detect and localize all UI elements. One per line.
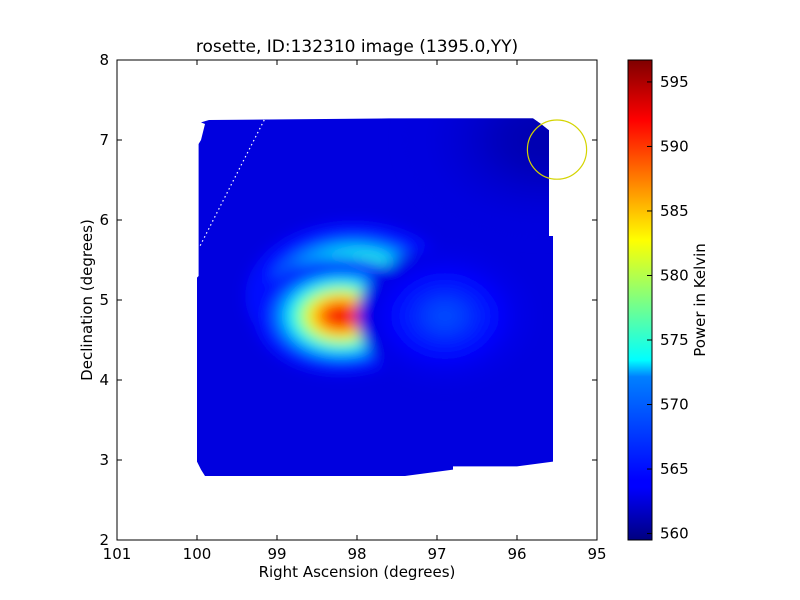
colorbar-tick-label: 595	[660, 73, 689, 91]
y-tick-label: 3	[99, 451, 109, 469]
colorbar-ticks: 560 565 570 575 580 585 590 595	[647, 73, 689, 543]
emission-features	[245, 118, 553, 385]
scan-edge-dotted-line	[199, 118, 266, 246]
x-tick-label: 100	[183, 545, 212, 563]
y-axis-label: Declination (degrees)	[78, 219, 96, 381]
colorbar-tick-label: 580	[660, 266, 689, 284]
x-tick-label: 101	[103, 545, 132, 563]
colorbar-tick-label: 560	[660, 525, 689, 543]
y-tick-label: 7	[99, 131, 109, 149]
y-tick-label: 8	[99, 51, 109, 69]
x-tick-label: 97	[427, 545, 446, 563]
colorbar-tick-label: 575	[660, 331, 689, 349]
y-tick-label: 4	[99, 371, 109, 389]
colorbar-label: Power in Kelvin	[691, 243, 709, 357]
radio-map	[197, 118, 553, 477]
emission-contour	[329, 308, 353, 324]
y-axis-ticks: 2 3 4 5 6 7 8	[99, 51, 597, 549]
x-tick-label: 95	[587, 545, 606, 563]
colorbar-tick-label: 570	[660, 396, 689, 414]
y-tick-label: 5	[99, 291, 109, 309]
y-tick-label: 6	[99, 211, 109, 229]
y-tick-label: 2	[99, 531, 109, 549]
x-tick-label: 99	[267, 545, 286, 563]
colorbar	[627, 59, 653, 541]
x-axis-ticks: 101 100 99 98 97 96 95	[103, 60, 607, 563]
x-tick-label: 96	[507, 545, 526, 563]
emission-contour	[433, 307, 457, 325]
colorbar-tick-label: 585	[660, 202, 689, 220]
chart-title: rosette, ID:132310 image (1395.0,YY)	[196, 37, 518, 57]
beam-circle	[526, 119, 588, 180]
x-tick-label: 98	[347, 545, 366, 563]
x-axis-label: Right Ascension (degrees)	[259, 563, 456, 581]
colorbar-tick-label: 590	[660, 137, 689, 155]
colorbar-tick-label: 565	[660, 460, 689, 478]
